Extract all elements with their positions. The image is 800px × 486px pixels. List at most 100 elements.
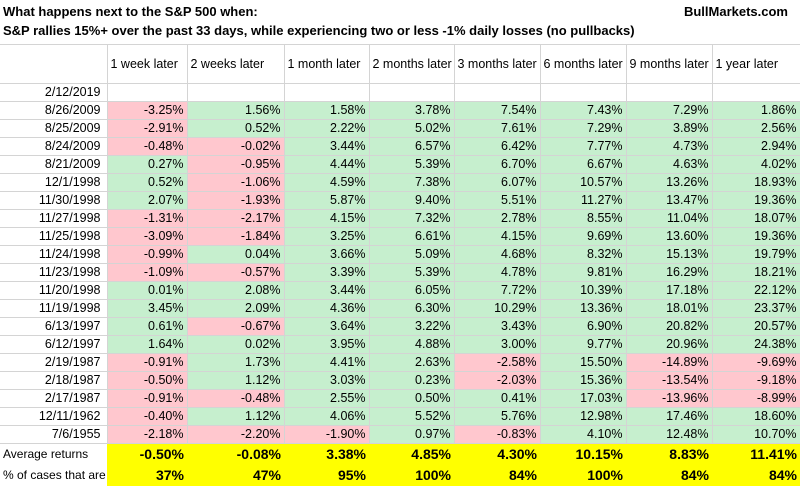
table-cell: -0.48% [107,137,188,156]
table-cell: 1.56% [187,101,285,120]
table-cell: 4.68% [454,245,541,264]
table-cell: 17.18% [626,281,713,300]
table-row: 6/13/1997 0.61% -0.67% 3.64% 3.22% 3.43% 6.90%… [0,317,800,336]
table-cell: 13.47% [626,191,713,210]
table-cell: 11.27% [540,191,627,210]
row-date: 11/23/1998 [0,263,108,282]
table-row: 12/11/1962 -0.40% 1.12% 4.06% 5.52% 5.76% 12.9… [0,407,800,426]
table-cell [107,83,188,102]
table-cell: 10.29% [454,299,541,318]
table-cell: 1.12% [187,407,285,426]
table-cell: 7.38% [369,173,455,192]
summary-cell: -0.08% [187,443,284,465]
table-cell: 8.32% [540,245,627,264]
table-cell: -0.48% [187,389,285,408]
table-cell [187,83,285,102]
table-cell: 5.39% [369,155,455,174]
table-cell: -0.91% [107,389,188,408]
table-row: 8/24/2009 -0.48% -0.02% 3.44% 6.57% 6.42% 7.77… [0,137,800,156]
table-cell: 19.36% [712,227,800,246]
row-date: 7/6/1955 [0,425,108,444]
table-cell: -0.95% [187,155,285,174]
table-cell: -0.57% [187,263,285,282]
table-cell: 18.60% [712,407,800,426]
table-cell: 3.22% [369,317,455,336]
summary-cell: 4.30% [454,443,540,465]
summary-cell: 100% [369,464,454,486]
table-cell [369,83,455,102]
table-cell: 13.26% [626,173,713,192]
table-cell: -1.93% [187,191,285,210]
table-cell: 2.55% [284,389,370,408]
table-cell: 23.37% [712,299,800,318]
table-cell: 5.02% [369,119,455,138]
column-header: 2 months later [369,45,455,84]
table-cell: 3.39% [284,263,370,282]
table-cell: 20.96% [626,335,713,354]
column-header: 3 months later [454,45,541,84]
table-cell: 2.63% [369,353,455,372]
table-row: 12/1/1998 0.52% -1.06% 4.59% 7.38% 6.07% 10.57… [0,173,800,192]
brand-label: BullMarkets.com [683,4,788,19]
table-row: 11/23/1998 -1.09% -0.57% 3.39% 5.39% 4.78% 9.8… [0,263,800,282]
table-cell: -2.20% [187,425,285,444]
row-date: 2/18/1987 [0,371,108,390]
table-row: 8/21/2009 0.27% -0.95% 4.44% 5.39% 6.70% 6.67%… [0,155,800,174]
title-line-1: What happens next to the S&P 500 when: [3,4,258,19]
table-cell: 4.44% [284,155,370,174]
row-date: 11/25/1998 [0,227,108,246]
table-cell: 20.82% [626,317,713,336]
table-body: 2/12/2019 8/26/2009 -3.25% 1.56% 1.58% 3.78% 7… [0,83,800,444]
summary-cell: -0.50% [107,443,187,465]
table-cell: 15.50% [540,353,627,372]
summary-cell: 11.41% [712,443,800,465]
row-date: 2/19/1987 [0,353,108,372]
row-date: 12/1/1998 [0,173,108,192]
table-cell: 0.04% [187,245,285,264]
table-cell: 5.52% [369,407,455,426]
spreadsheet: What happens next to the S&P 500 when: B… [0,4,800,486]
column-header: 6 months later [540,45,627,84]
table-cell: 3.44% [284,281,370,300]
table-cell: -8.99% [712,389,800,408]
table-cell: 1.58% [284,101,370,120]
table-cell: 19.79% [712,245,800,264]
table-cell: 5.87% [284,191,370,210]
table-cell: 12.98% [540,407,627,426]
table-row: 7/6/1955 -2.18% -2.20% -1.90% 0.97% -0.83% 4.1… [0,425,800,444]
table-cell: 4.78% [454,263,541,282]
table-cell: 7.43% [540,101,627,120]
table-cell: 2.09% [187,299,285,318]
row-date: 8/21/2009 [0,155,108,174]
table-cell [540,83,627,102]
row-date: 6/12/1997 [0,335,108,354]
table-cell: -3.09% [107,227,188,246]
column-header: 9 months later [626,45,713,84]
table-row: 11/19/1998 3.45% 2.09% 4.36% 6.30% 10.29% 13.3… [0,299,800,318]
table-cell [712,83,800,102]
table-cell: -1.84% [187,227,285,246]
table-cell: 7.32% [369,209,455,228]
table-row: 2/12/2019 [0,83,800,102]
summary-cell: 84% [712,464,800,486]
table-cell: 12.48% [626,425,713,444]
table-cell: -0.99% [107,245,188,264]
table-cell: 16.29% [626,263,713,282]
row-date: 11/20/1998 [0,281,108,300]
table-cell: 15.13% [626,245,713,264]
summary-cell: 84% [454,464,540,486]
table-cell: 7.77% [540,137,627,156]
table-cell: -0.67% [187,317,285,336]
table-cell: 11.04% [626,209,713,228]
summary-label: Average returns [0,443,107,465]
table-cell: 18.07% [712,209,800,228]
table-cell: 0.97% [369,425,455,444]
summary-row: % of cases that are positive37%47%95%100… [0,464,800,486]
table-cell: -2.18% [107,425,188,444]
table-cell: 3.44% [284,137,370,156]
table-cell: 3.64% [284,317,370,336]
table-cell: -1.06% [187,173,285,192]
table-cell: 4.36% [284,299,370,318]
table-cell: 4.15% [284,209,370,228]
table-cell: -0.91% [107,353,188,372]
